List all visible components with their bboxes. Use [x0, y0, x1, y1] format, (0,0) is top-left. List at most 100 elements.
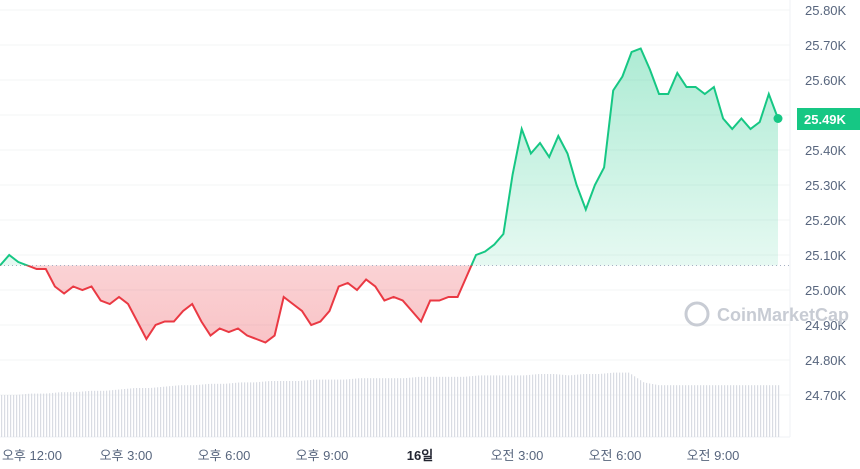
volume-bar: [478, 375, 480, 437]
volume-bar: [673, 385, 675, 437]
volume-bar: [703, 385, 705, 437]
volume-bar: [523, 375, 525, 437]
volume-bar: [493, 375, 495, 437]
y-tick-label: 25.60K: [805, 73, 847, 88]
volume-bar: [655, 384, 657, 437]
volume-bar: [589, 374, 591, 437]
volume-bar: [43, 393, 45, 437]
volume-bar: [625, 372, 627, 437]
volume-bar: [109, 390, 111, 437]
volume-bar: [403, 378, 405, 437]
volume-bar: [313, 379, 315, 437]
volume-bar: [718, 385, 720, 437]
volume-bar: [73, 392, 75, 437]
volume-bar: [322, 379, 324, 437]
volume-bar: [160, 387, 162, 437]
volume-bar: [586, 374, 588, 437]
x-tick-label: 16일: [407, 448, 433, 463]
volume-bar: [502, 375, 504, 437]
volume-bar: [622, 372, 624, 437]
volume-bar: [442, 376, 444, 437]
volume-bar: [40, 393, 42, 437]
volume-bar: [265, 381, 267, 437]
volume-bar: [733, 385, 735, 437]
volume-bar: [133, 388, 135, 437]
volume-bar: [76, 392, 78, 437]
volume-bar: [391, 378, 393, 437]
volume-bar: [574, 374, 576, 437]
volume-bar: [352, 378, 354, 437]
volume-bar: [247, 382, 249, 437]
watermark: CoinMarketCap: [717, 305, 849, 325]
volume-bar: [451, 376, 453, 437]
current-price-badge: 25.49K: [797, 108, 860, 130]
volume-bar: [469, 376, 471, 437]
volume-bar: [199, 384, 201, 437]
volume-bar: [52, 392, 54, 437]
volume-bar: [715, 385, 717, 437]
volume-bar: [373, 378, 375, 437]
volume-bar: [181, 385, 183, 437]
volume-bar: [667, 385, 669, 437]
volume-bar: [337, 379, 339, 437]
volume-bar: [415, 377, 417, 437]
volume-bar: [436, 376, 438, 437]
volume-bar: [232, 383, 234, 437]
volume-bar: [610, 372, 612, 437]
volume-bar: [643, 382, 645, 437]
y-tick-label: 25.20K: [805, 213, 847, 228]
y-tick-label: 25.30K: [805, 178, 847, 193]
volume-bar: [58, 392, 60, 437]
volume-bar: [649, 383, 651, 437]
volume-bar: [208, 383, 210, 437]
volume-bar: [727, 385, 729, 437]
y-tick-label: 25.80K: [805, 3, 847, 18]
volume-bar: [466, 376, 468, 437]
volume-bar: [190, 385, 192, 437]
volume-bar: [319, 379, 321, 437]
volume-bar: [460, 376, 462, 437]
volume-bar: [61, 392, 63, 437]
volume-bar: [496, 375, 498, 437]
volume-bar: [499, 375, 501, 437]
volume-bar: [562, 374, 564, 437]
volume-bar: [31, 393, 33, 437]
volume-bar: [112, 390, 114, 437]
volume-bar: [331, 379, 333, 437]
volume-bar: [79, 391, 81, 437]
volume-bar: [724, 385, 726, 437]
volume-bar: [316, 379, 318, 437]
volume-bar: [196, 385, 198, 437]
volume-bar: [772, 385, 774, 437]
volume-bar: [475, 375, 477, 437]
volume-bar: [769, 385, 771, 437]
volume-bar: [406, 378, 408, 437]
volume-bar: [340, 379, 342, 437]
volume-bar: [547, 374, 549, 437]
volume-bars: [1, 372, 780, 437]
volume-bar: [256, 382, 258, 437]
volume-bar: [184, 385, 186, 437]
volume-bar: [286, 381, 288, 437]
volume-bar: [217, 383, 219, 437]
volume-bar: [505, 375, 507, 437]
volume-bar: [70, 392, 72, 437]
volume-bar: [742, 385, 744, 437]
volume-bar: [7, 395, 9, 437]
volume-bar: [736, 385, 738, 437]
volume-bar: [292, 381, 294, 437]
volume-bar: [283, 381, 285, 437]
volume-bar: [85, 391, 87, 437]
volume-bar: [238, 382, 240, 437]
volume-bar: [706, 385, 708, 437]
volume-bar: [628, 372, 630, 437]
volume-bar: [433, 376, 435, 437]
current-price-dot: [773, 114, 783, 123]
volume-bar: [22, 394, 24, 437]
volume-bar: [526, 375, 528, 437]
volume-bar: [640, 380, 642, 437]
x-tick-label: 오후 12:00: [2, 448, 62, 463]
volume-bar: [517, 375, 519, 437]
volume-bar: [748, 385, 750, 437]
